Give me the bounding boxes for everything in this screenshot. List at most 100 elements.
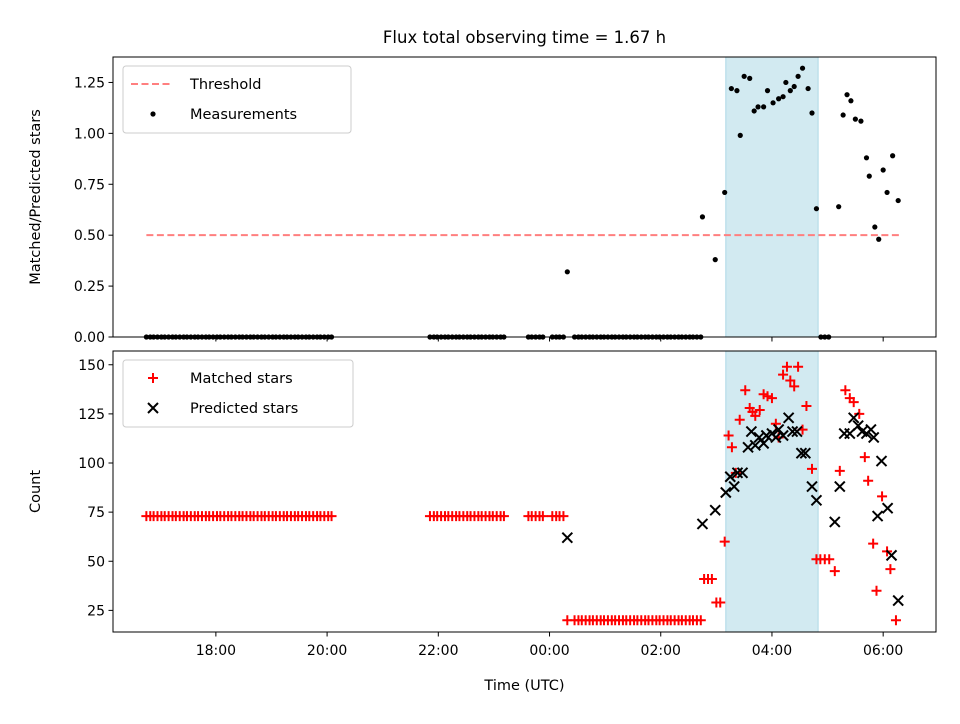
matched-star-point: [848, 397, 859, 408]
matched-star-point: [806, 463, 817, 474]
matched-star-point: [834, 465, 845, 476]
legend-box: [122, 65, 352, 134]
legend-box: [122, 359, 354, 428]
measurement-point: [699, 214, 706, 220]
measurement-point: [755, 104, 761, 110]
measurement-point: [809, 110, 815, 116]
axes-frame: [112, 56, 937, 338]
measurement-point: [564, 269, 570, 275]
measurement-point: [852, 116, 858, 122]
legend: Matched stars Predicted stars: [122, 359, 354, 428]
matched-star-point: [824, 554, 835, 565]
y-tick-label: 50: [87, 554, 105, 570]
measurement-point: [890, 153, 896, 159]
predicted-star-point: [720, 486, 732, 499]
matched-star-point: [778, 369, 789, 380]
matched-star-point: [762, 391, 773, 402]
legend: Threshold Measurements: [122, 65, 352, 134]
measurement-point: [880, 167, 886, 173]
predicted-star-point: [736, 467, 749, 479]
y-tick-label: 0.25: [74, 279, 105, 295]
y-tick-label: 75: [87, 505, 105, 521]
measurement-point: [776, 96, 782, 102]
matched-star-point: [801, 401, 812, 412]
x-axis-label: Time (UTC): [483, 678, 564, 694]
y-axis-label: Matched/Predicted stars: [28, 109, 44, 285]
measurement-point: [741, 73, 747, 79]
matched-star-point: [854, 408, 865, 419]
y-tick-label: 0.75: [74, 177, 105, 193]
y-tick-label: 1.25: [74, 75, 105, 91]
measurement-point: [795, 73, 801, 79]
observing-span: [725, 350, 819, 633]
measurement-point: [747, 75, 753, 81]
matched-star-point: [726, 442, 737, 453]
measurement-point: [884, 189, 890, 196]
chart-title: Flux total observing time = 1.67 h: [383, 28, 666, 47]
x-tick-label: 20:00: [307, 643, 347, 659]
predicted-star-point: [728, 480, 740, 493]
matched-star-point: [829, 566, 840, 577]
count-panel: 25 50 75 100 125 150 18:00 20:00 22:00 00:00 02:00…: [28, 350, 937, 694]
predicted-star-point: [885, 549, 898, 562]
legend-label: Threshold: [189, 77, 261, 93]
x-tick-label: 04:00: [752, 643, 792, 659]
matched-star-point: [723, 430, 734, 441]
measurement-point: [783, 79, 789, 86]
measurement-point: [761, 104, 767, 110]
predicted-star-point: [791, 425, 803, 438]
y-tick-label: 1.00: [74, 126, 105, 142]
matched-star-point: [537, 511, 548, 522]
y-tick-label: 150: [78, 358, 105, 374]
measurement-point: [805, 85, 811, 92]
predicted-star-point: [795, 447, 808, 459]
predicted-star-point: [745, 425, 758, 438]
matched-star-point: [730, 467, 741, 478]
x-tick-label: 02:00: [641, 643, 681, 659]
matched-star-point: [863, 475, 874, 486]
matched-star-point: [326, 511, 337, 522]
legend-predicted-swatch: [147, 402, 159, 414]
measurement-point: [780, 94, 786, 100]
y-tick-label: 25: [87, 603, 105, 619]
measurement-point: [787, 88, 793, 94]
y-tick-label: 0.00: [74, 330, 105, 346]
matched-star-point: [781, 361, 792, 372]
predicted-star-point: [772, 423, 785, 436]
matched-star-point: [558, 511, 569, 522]
measurement-point: [813, 206, 820, 212]
matched-star-point: [890, 615, 901, 626]
ratio-panel: 0.00 0.25 0.50 0.75 1.00 1.25 Matched/Predicte…: [28, 56, 937, 346]
observing-span: [725, 56, 819, 338]
y-tick-label: 100: [78, 456, 105, 472]
legend-measurement-swatch: [150, 111, 156, 117]
measurement-point: [712, 257, 718, 263]
matched-star-point: [877, 491, 888, 502]
matched-star-point: [740, 385, 751, 396]
predicted-star-point: [806, 480, 818, 493]
measurement-point: [737, 132, 743, 138]
predicted-star-point: [871, 510, 884, 522]
matched-star-point: [734, 414, 745, 425]
predicted-star-point: [709, 504, 721, 516]
measurement-point: [876, 236, 882, 242]
measurement-point: [863, 155, 870, 161]
matched-star-point: [871, 585, 882, 596]
matched-star-point: [840, 385, 851, 396]
matched-star-point: [789, 381, 800, 392]
measurement-point: [722, 189, 728, 196]
measurement-point: [858, 118, 864, 124]
matched-star-point: [785, 375, 796, 386]
predicted-star-point: [868, 431, 880, 444]
y-axis-label: Count: [28, 470, 44, 513]
predicted-star-point: [829, 516, 841, 528]
matched-star-point: [793, 361, 804, 372]
measurement-point: [844, 92, 850, 98]
matched-star-point: [766, 393, 777, 404]
y-tick-label: 125: [78, 407, 105, 423]
matched-star-point: [859, 452, 870, 463]
x-tick-label: 06:00: [863, 643, 903, 659]
matched-star-point: [754, 404, 765, 415]
matched-star-point: [885, 564, 896, 575]
